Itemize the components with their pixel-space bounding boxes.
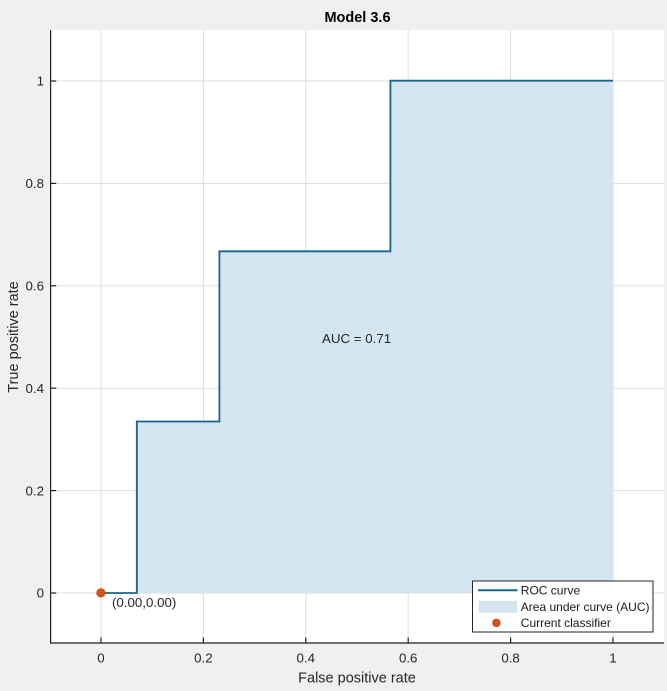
svg-text:1: 1 bbox=[609, 651, 616, 666]
svg-text:AUC = 0.71: AUC = 0.71 bbox=[322, 331, 391, 346]
svg-text:0.6: 0.6 bbox=[26, 279, 45, 294]
svg-text:(0.00,0.00): (0.00,0.00) bbox=[112, 595, 176, 610]
svg-text:1: 1 bbox=[37, 74, 44, 89]
svg-text:0: 0 bbox=[37, 586, 44, 601]
svg-text:0.2: 0.2 bbox=[194, 651, 213, 666]
svg-text:0.6: 0.6 bbox=[399, 651, 418, 666]
svg-text:0.2: 0.2 bbox=[26, 483, 45, 498]
svg-text:0.4: 0.4 bbox=[297, 651, 316, 666]
svg-text:Current classifier: Current classifier bbox=[521, 616, 611, 630]
svg-text:ROC curve: ROC curve bbox=[521, 583, 581, 597]
svg-text:True positive rate: True positive rate bbox=[6, 281, 22, 392]
svg-text:Model 3.6: Model 3.6 bbox=[324, 10, 390, 26]
svg-text:0.4: 0.4 bbox=[26, 381, 45, 396]
svg-text:False positive rate: False positive rate bbox=[298, 671, 416, 687]
svg-text:0: 0 bbox=[97, 651, 104, 666]
svg-text:0.8: 0.8 bbox=[26, 176, 45, 191]
svg-text:0.8: 0.8 bbox=[501, 651, 520, 666]
svg-text:Area under curve (AUC): Area under curve (AUC) bbox=[521, 600, 650, 614]
